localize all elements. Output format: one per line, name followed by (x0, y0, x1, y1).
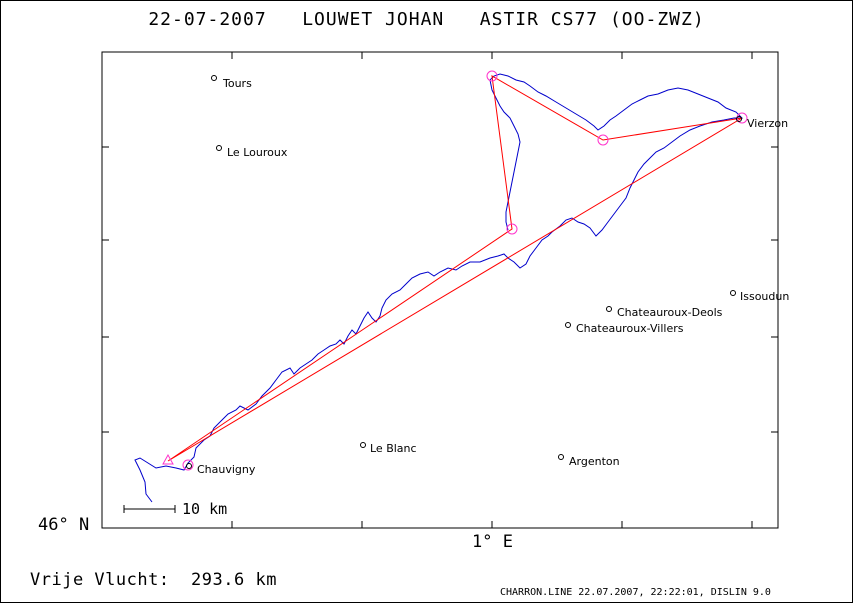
footer-info: CHARRON.LINE 22.07.2007, 22:22:01, DISLI… (500, 587, 771, 598)
scale-bar-label: 10 km (182, 500, 227, 518)
plot-frame (101, 51, 779, 529)
flight-track (134, 73, 744, 503)
latitude-label: 46° N (38, 515, 90, 535)
place-label-vierzon: Vierzon (747, 117, 788, 130)
place-label-le-louroux: Le Louroux (227, 146, 288, 159)
place-label-chateauroux-villers: Chateauroux-Villers (576, 322, 684, 335)
task-line (167, 75, 743, 462)
place-label-issoudun: Issoudun (740, 290, 789, 303)
turnpoints (182, 70, 748, 471)
place-label-tours: Tours (222, 77, 252, 90)
place-label-le-blanc: Le Blanc (370, 442, 417, 455)
pilot-name: LOUWET JOHAN (302, 9, 445, 30)
turnpoint-marker (182, 459, 194, 471)
axis-ticks (102, 52, 778, 529)
turnpoint-marker (486, 70, 498, 82)
place-label-argenton: Argenton (569, 455, 620, 468)
turnpoint-marker (506, 223, 518, 235)
distance-readout: Vrije Vlucht: 293.6 km (30, 570, 277, 590)
distance-label: Vrije Vlucht: (30, 570, 170, 590)
turnpoint-marker (597, 134, 609, 146)
start-marker (162, 453, 174, 465)
glider-name: ASTIR CS77 (OO-ZWZ) (479, 9, 705, 30)
town-dot (186, 463, 192, 469)
town-dot (565, 322, 571, 328)
map-title: 22-07-2007 LOUWET JOHAN ASTIR CS77 (OO-Z… (0, 9, 853, 30)
distance-value: 293.6 km (191, 570, 277, 590)
town-dot (730, 290, 736, 296)
scale-bar (123, 505, 176, 513)
town-dot (216, 145, 222, 151)
flight-date: 22-07-2007 (148, 9, 267, 30)
longitude-label: 1° E (472, 532, 513, 552)
town-dot (360, 442, 366, 448)
town-markers (186, 75, 742, 469)
town-dot (736, 116, 742, 122)
place-label-chauvigny: Chauvigny (197, 463, 256, 476)
town-dot (606, 306, 612, 312)
town-dot (558, 454, 564, 460)
town-dot (211, 75, 217, 81)
place-label-chateauroux-deols: Chateauroux-Deols (617, 306, 723, 319)
